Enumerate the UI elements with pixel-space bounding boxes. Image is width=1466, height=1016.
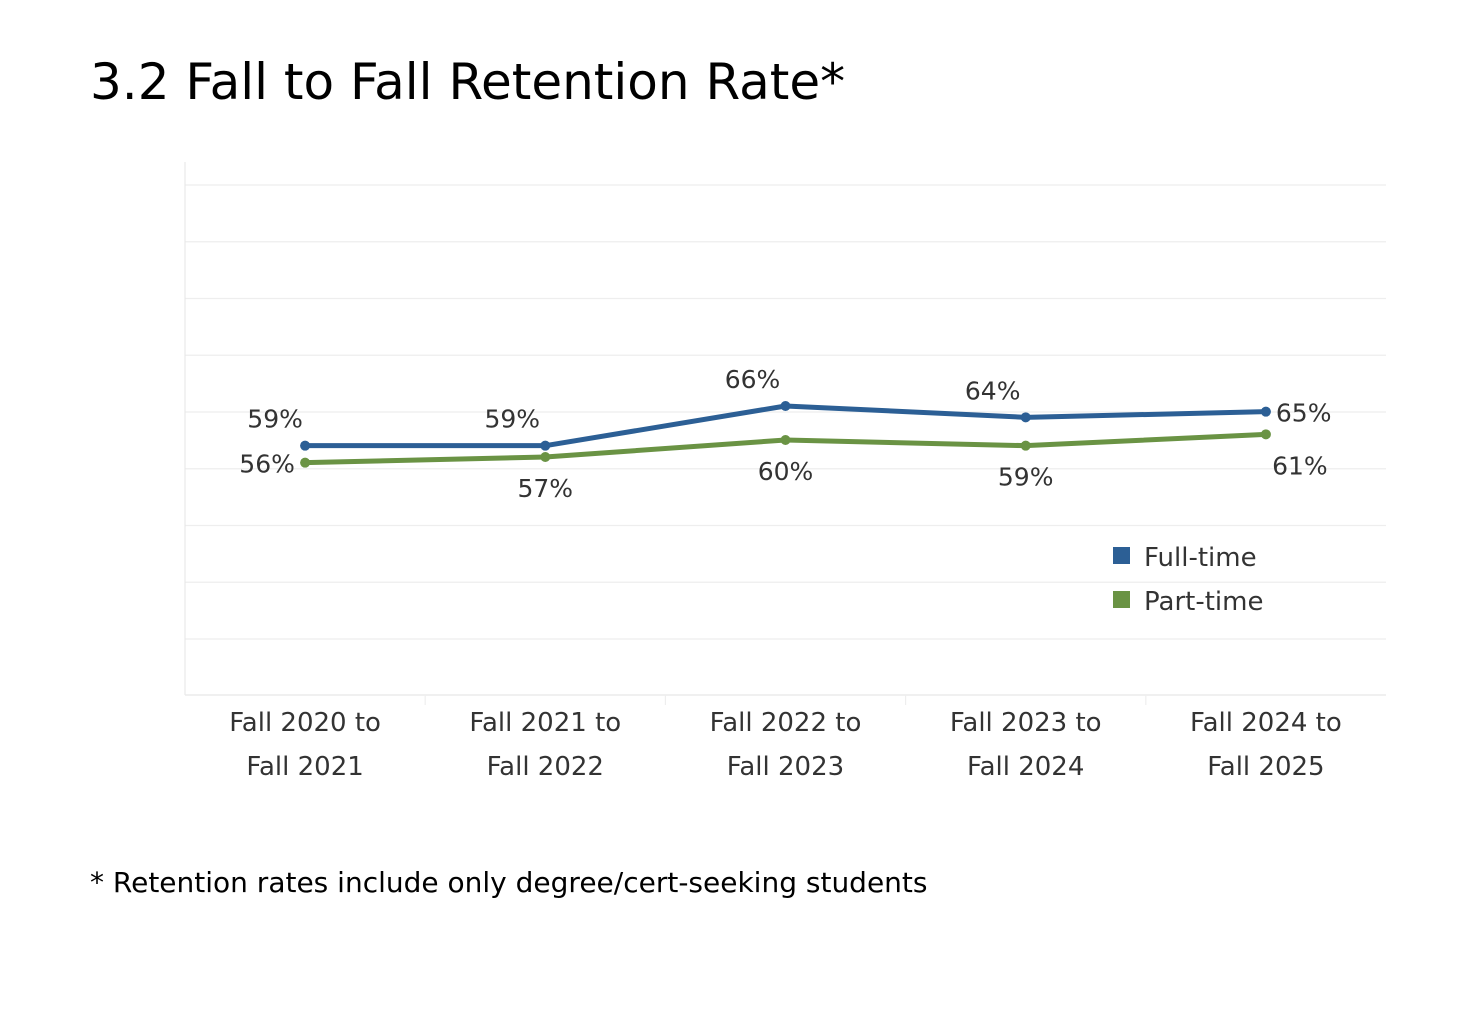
data-label: 66% (725, 365, 781, 394)
x-tick-label: Fall 2020 to (229, 708, 381, 738)
x-tick-label: Fall 2022 (487, 752, 604, 782)
series-lines (300, 401, 1271, 468)
data-label: 57% (518, 474, 574, 503)
data-label: 56% (239, 450, 295, 479)
data-point (1020, 440, 1031, 451)
data-labels: 59% 56% 59% 57% 66% 60% 64% 59% 65% 61% (239, 365, 1331, 503)
data-point (540, 440, 551, 451)
data-point (300, 440, 311, 451)
data-label: 65% (1276, 399, 1332, 428)
data-point (300, 457, 311, 468)
legend-label: Part-time (1144, 587, 1263, 617)
chart-title: 3.2 Fall to Fall Retention Rate* (90, 53, 846, 111)
data-point (780, 401, 791, 411)
legend: Full-time Part-time (1113, 543, 1263, 617)
data-point (1260, 429, 1271, 440)
data-label: 59% (998, 463, 1054, 492)
legend-swatch (1113, 547, 1130, 564)
data-label: 60% (758, 457, 814, 486)
x-tick-label: Fall 2025 (1207, 752, 1324, 782)
x-tick-label: Fall 2021 to (469, 708, 621, 738)
x-tick-label: Fall 2023 to (950, 708, 1102, 738)
x-tick-label: Fall 2024 to (1190, 708, 1342, 738)
data-point (780, 435, 791, 445)
data-label: 59% (247, 405, 303, 434)
x-tick-label: Fall 2023 (727, 752, 844, 782)
gridlines (184, 162, 1386, 695)
data-point (1260, 406, 1271, 417)
data-point (1020, 412, 1031, 423)
x-axis: Fall 2020 to Fall 2021 Fall 2021 to Fall 20… (185, 694, 1386, 782)
data-label: 61% (1272, 451, 1328, 480)
x-tick-label: Fall 2024 (967, 752, 1084, 782)
x-tick-label: Fall 2021 (246, 752, 363, 782)
legend-label: Full-time (1144, 543, 1257, 573)
x-tick-label: Fall 2022 to (710, 708, 862, 738)
data-label: 59% (485, 405, 541, 434)
data-label: 64% (965, 376, 1021, 405)
data-point (540, 452, 551, 462)
legend-swatch (1113, 591, 1130, 608)
footnote: * Retention rates include only degree/ce… (90, 866, 928, 899)
